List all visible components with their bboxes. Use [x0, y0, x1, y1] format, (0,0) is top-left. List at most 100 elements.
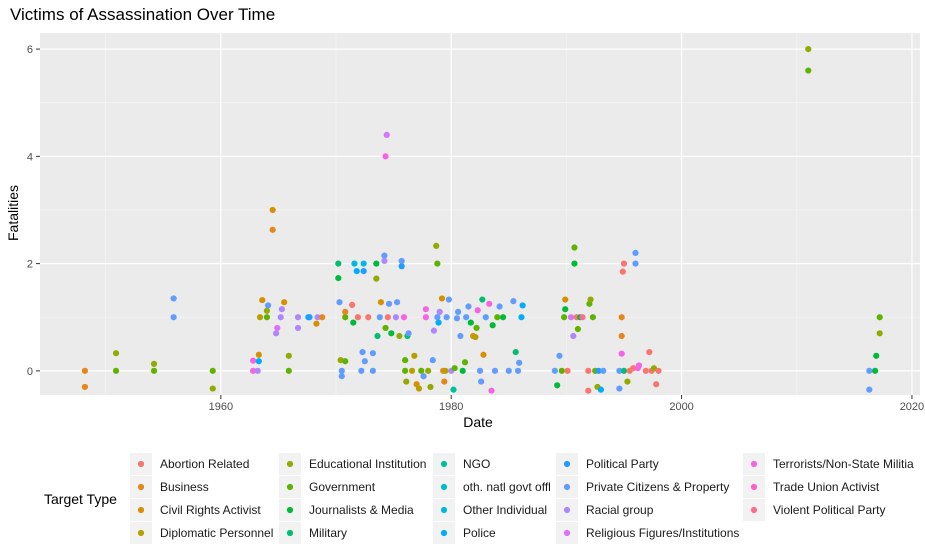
data-point — [209, 385, 216, 392]
legend-label: Political Party — [586, 457, 659, 471]
data-point — [805, 45, 812, 53]
data-point — [632, 260, 639, 267]
data-point — [369, 367, 376, 374]
data-point — [255, 351, 262, 358]
data-point — [381, 257, 388, 265]
data-point — [358, 367, 365, 374]
data-point — [294, 324, 302, 332]
data-point — [382, 324, 389, 332]
data-point — [112, 367, 120, 374]
data-point — [476, 367, 484, 374]
data-point — [263, 314, 271, 321]
data-point — [465, 303, 472, 310]
grid-layer — [40, 33, 920, 395]
data-point — [403, 378, 410, 385]
data-point — [554, 382, 561, 389]
data-point — [150, 360, 158, 367]
x-tick-label: 1980 — [439, 401, 463, 413]
legend-label: Trade Union Activist — [773, 480, 880, 494]
data-point — [620, 367, 628, 374]
data-point — [263, 307, 271, 314]
legend-swatch — [750, 483, 758, 491]
data-point — [351, 260, 358, 267]
data-point — [359, 348, 366, 356]
data-point — [516, 359, 523, 366]
data-point — [349, 301, 356, 309]
data-point — [505, 367, 512, 374]
data-point — [587, 296, 594, 303]
data-point — [463, 314, 470, 321]
legend-label: NGO — [463, 457, 490, 471]
data-point — [488, 387, 495, 394]
data-point — [620, 260, 628, 267]
x-tick-label: 2000 — [669, 401, 693, 413]
legend-swatch — [563, 460, 571, 468]
data-point — [306, 314, 313, 321]
data-point — [480, 351, 487, 358]
data-point — [382, 153, 389, 160]
plot-panel — [40, 33, 920, 395]
data-point — [519, 302, 526, 309]
data-point — [491, 367, 499, 374]
legend-swatch — [137, 529, 145, 537]
data-point — [402, 357, 409, 364]
data-point — [624, 378, 631, 385]
legend-swatch — [750, 506, 758, 514]
data-point — [438, 295, 446, 302]
data-point — [398, 263, 405, 270]
data-point — [560, 314, 568, 321]
data-point — [562, 306, 569, 313]
legend-swatch — [137, 460, 145, 468]
y-tick-label: 2 — [27, 259, 33, 271]
data-point — [209, 367, 216, 374]
legend-swatch — [137, 483, 145, 491]
legend-swatch — [286, 483, 294, 491]
data-point — [579, 314, 586, 321]
data-point — [467, 319, 474, 326]
data-point — [81, 383, 89, 391]
data-point — [618, 332, 625, 340]
data-point — [478, 378, 485, 385]
data-point — [595, 367, 602, 374]
y-tick-label: 0 — [27, 366, 33, 378]
data-point — [461, 359, 469, 366]
data-point — [642, 367, 649, 374]
data-point — [335, 274, 342, 282]
data-point — [632, 249, 639, 256]
data-point — [277, 314, 284, 321]
legend-swatch — [440, 506, 448, 514]
data-point — [259, 296, 266, 304]
data-point — [453, 315, 461, 322]
data-point — [445, 296, 453, 303]
data-point — [597, 386, 605, 393]
data-point — [274, 324, 281, 332]
legend-swatch — [750, 460, 758, 468]
data-point — [630, 365, 637, 372]
data-point — [335, 260, 342, 267]
data-point — [398, 257, 405, 265]
data-point — [294, 314, 302, 321]
legend-swatch — [286, 529, 294, 537]
data-point — [396, 332, 403, 340]
data-point — [574, 325, 582, 333]
data-point — [512, 348, 519, 356]
legend-label: Violent Political Party — [773, 503, 886, 517]
data-point — [377, 299, 385, 306]
data-point — [269, 226, 276, 233]
data-point — [499, 314, 507, 321]
y-axis-ticks: 0 2 4 6 — [27, 44, 40, 378]
data-point — [876, 314, 883, 321]
legend-label: Government — [309, 480, 376, 494]
data-point — [518, 314, 525, 321]
data-point — [402, 367, 409, 374]
legend-swatch — [440, 529, 448, 537]
data-point — [393, 299, 401, 306]
legend-label: Police — [463, 526, 496, 540]
data-point — [376, 314, 383, 321]
data-point — [496, 303, 503, 310]
data-point — [474, 307, 481, 314]
data-point — [342, 308, 349, 315]
y-tick-label: 6 — [27, 44, 33, 56]
data-point — [873, 352, 880, 359]
